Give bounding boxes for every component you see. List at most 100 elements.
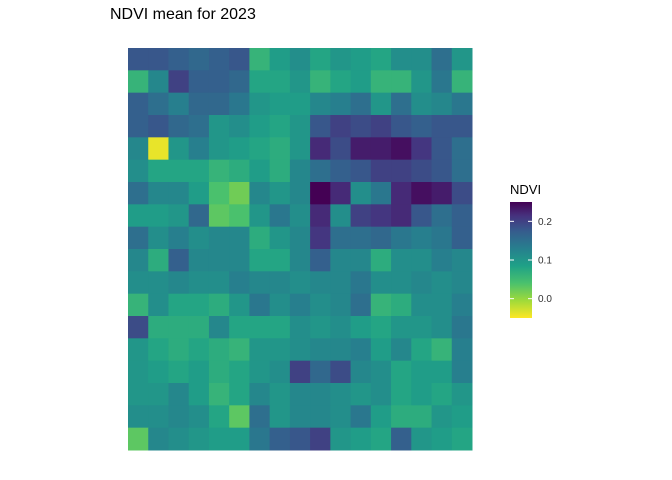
heatmap-cell (431, 271, 453, 295)
heatmap-cell (330, 226, 352, 250)
legend-colorbar (510, 202, 532, 318)
heatmap-cell (229, 137, 250, 161)
heatmap-cell (229, 182, 250, 205)
heatmap-cell (370, 226, 392, 250)
heatmap-cell (411, 405, 433, 429)
heatmap-cell (310, 182, 331, 205)
heatmap-cell (229, 360, 250, 384)
heatmap-cell (128, 226, 149, 250)
heatmap-cell (451, 137, 473, 161)
heatmap-cell (168, 70, 190, 94)
heatmap-cell (249, 48, 271, 71)
heatmap-cell (370, 204, 392, 228)
heatmap-cell (310, 405, 331, 429)
heatmap-cell (350, 271, 372, 295)
heatmap-cell (451, 360, 473, 384)
heatmap-cell (188, 159, 210, 183)
heatmap-cell (370, 427, 392, 451)
heatmap-cell (310, 338, 331, 362)
heatmap-cell (431, 48, 453, 71)
heatmap-cell (330, 182, 352, 205)
heatmap-cell (289, 137, 311, 161)
heatmap-cell (148, 249, 169, 272)
heatmap-cell (431, 405, 453, 429)
heatmap-cell (451, 159, 473, 183)
heatmap-cell (229, 92, 250, 116)
heatmap-cell (350, 249, 372, 272)
heatmap-cell (168, 293, 190, 317)
heatmap-cell (208, 249, 230, 272)
heatmap-cell (148, 204, 169, 228)
heatmap-cell (249, 159, 271, 183)
heatmap-cell (330, 360, 352, 384)
heatmap-cell (168, 226, 190, 250)
heatmap-cell (289, 427, 311, 451)
heatmap-cell (411, 92, 433, 116)
heatmap-cell (431, 338, 453, 362)
heatmap-cell (168, 383, 190, 406)
heatmap-cell (451, 70, 473, 94)
heatmap-cell (330, 249, 352, 272)
heatmap-cell (431, 182, 453, 205)
heatmap-cell (229, 226, 250, 250)
heatmap-cell (350, 159, 372, 183)
heatmap-cell (128, 360, 149, 384)
heatmap-cell (148, 271, 169, 295)
heatmap-cell (128, 383, 149, 406)
heatmap-cell (229, 204, 250, 228)
heatmap-cell (289, 92, 311, 116)
heatmap-cell (208, 293, 230, 317)
heatmap-cell (249, 316, 271, 339)
heatmap-cell (310, 159, 331, 183)
heatmap-cell (350, 182, 372, 205)
heatmap-cell (350, 204, 372, 228)
heatmap-cell (411, 48, 433, 71)
chart-title: NDVI mean for 2023 (110, 6, 256, 23)
heatmap-cell (128, 405, 149, 429)
heatmap-cell (148, 316, 169, 339)
heatmap-cell (451, 226, 473, 250)
heatmap-cell (128, 316, 149, 339)
heatmap-cell (269, 115, 291, 138)
heatmap-cell (431, 159, 453, 183)
heatmap-cell (188, 204, 210, 228)
heatmap-cell (370, 182, 392, 205)
heatmap-cell (330, 204, 352, 228)
heatmap-cell (411, 316, 433, 339)
heatmap-cell (229, 48, 250, 71)
heatmap-cell (289, 316, 311, 339)
heatmap-cell (330, 316, 352, 339)
heatmap-cell (431, 293, 453, 317)
heatmap-cell (391, 338, 412, 362)
heatmap-cell (310, 271, 331, 295)
heatmap-cell (411, 427, 433, 451)
heatmap-cell (350, 226, 372, 250)
heatmap-cell (289, 338, 311, 362)
heatmap-cell (411, 293, 433, 317)
heatmap-cell (370, 360, 392, 384)
heatmap-cell (431, 204, 453, 228)
heatmap-cell (249, 249, 271, 272)
heatmap-cell (269, 159, 291, 183)
heatmap-cell (148, 427, 169, 451)
heatmap-cell (431, 115, 453, 138)
heatmap-cell (148, 405, 169, 429)
heatmap-cell (391, 405, 412, 429)
heatmap-cell (411, 182, 433, 205)
heatmap-cell (451, 204, 473, 228)
heatmap-cell (391, 249, 412, 272)
heatmap-cell (128, 159, 149, 183)
heatmap-cell (391, 182, 412, 205)
heatmap-cell (208, 316, 230, 339)
heatmap-cell (148, 115, 169, 138)
heatmap-cell (310, 316, 331, 339)
heatmap-cell (229, 249, 250, 272)
heatmap-cell (451, 405, 473, 429)
heatmap-cell (451, 293, 473, 317)
heatmap-cell (249, 383, 271, 406)
heatmap-cell (188, 338, 210, 362)
heatmap-cell (391, 271, 412, 295)
heatmap-cell (148, 159, 169, 183)
